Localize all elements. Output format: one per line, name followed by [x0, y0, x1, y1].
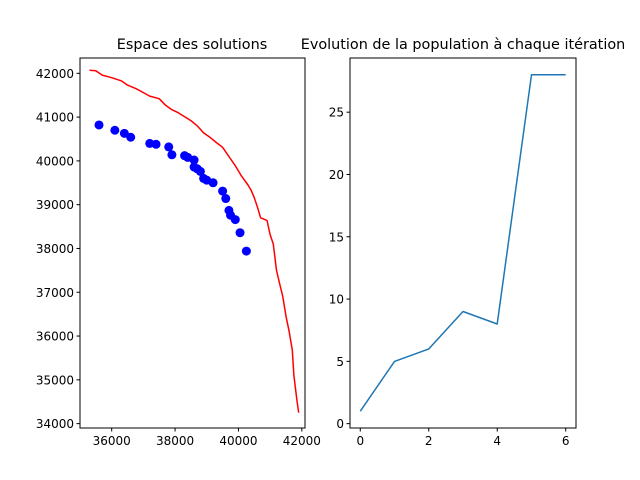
- left-x-tick-label: 40000: [219, 434, 257, 448]
- right-y-tick-label: 15: [329, 230, 344, 244]
- left-series-line: [89, 69, 300, 413]
- left-scatter-point: [195, 166, 205, 176]
- right-x-tick-label: 4: [493, 434, 501, 448]
- left-axes: Espace des solutions 36000 38000 40000 4200…: [36, 37, 321, 448]
- right-axes-frame: [349, 57, 577, 429]
- left-scatter-point: [221, 194, 231, 204]
- left-y-tick-label: 42000: [36, 67, 74, 81]
- left-x-tick-label: 42000: [283, 434, 321, 448]
- right-series-line: [359, 74, 566, 412]
- right-y-tick-label: 0: [336, 417, 344, 431]
- left-y-tick-label: 40000: [36, 154, 74, 168]
- left-y-tick-label: 37000: [36, 286, 74, 300]
- left-scatter-point: [110, 125, 120, 135]
- left-scatter-point: [208, 178, 218, 188]
- left-chart-title: Espace des solutions: [117, 37, 267, 53]
- right-y-tick-label: 5: [336, 355, 344, 369]
- right-axes: Evolution de la population à chaque itér…: [301, 37, 626, 448]
- right-x-tick-label: 2: [425, 434, 433, 448]
- left-x-tick-label: 38000: [156, 434, 194, 448]
- left-scatter-point: [94, 120, 104, 130]
- left-scatter-point: [230, 215, 240, 225]
- right-x-tick-label: 0: [356, 434, 364, 448]
- right-y-axis: 0 5 10 15 20 25: [329, 106, 350, 431]
- left-axes-frame: [79, 57, 306, 429]
- left-y-tick-label: 38000: [36, 242, 74, 256]
- left-scatter-point: [189, 155, 199, 165]
- right-plot-area: [359, 74, 566, 412]
- left-plot-area: [89, 69, 300, 413]
- left-scatter-point: [164, 142, 174, 152]
- left-y-tick-label: 41000: [36, 111, 74, 125]
- left-y-tick-label: 39000: [36, 198, 74, 212]
- left-scatter-point: [241, 246, 251, 256]
- right-x-tick-label: 6: [562, 434, 570, 448]
- left-scatter-point: [167, 150, 177, 160]
- left-y-tick-label: 34000: [36, 417, 74, 431]
- left-x-tick-label: 36000: [93, 434, 131, 448]
- left-scatter-point: [235, 228, 245, 238]
- left-scatter-point: [151, 139, 161, 149]
- right-y-tick-label: 20: [329, 168, 344, 182]
- left-scatter-point: [126, 132, 136, 142]
- right-y-tick-label: 10: [329, 293, 344, 307]
- left-y-axis: 34000 35000 36000 37000 38000 39000 40000 41000…: [36, 67, 80, 431]
- right-x-axis: 0 2 4 6: [356, 428, 570, 448]
- left-y-tick-label: 35000: [36, 373, 74, 387]
- left-scatter-point: [218, 186, 228, 196]
- right-y-tick-label: 25: [329, 106, 344, 120]
- right-chart-title: Evolution de la population à chaque itér…: [301, 37, 626, 53]
- left-y-tick-label: 36000: [36, 330, 74, 344]
- left-x-axis: 36000 38000 40000 42000: [93, 428, 321, 448]
